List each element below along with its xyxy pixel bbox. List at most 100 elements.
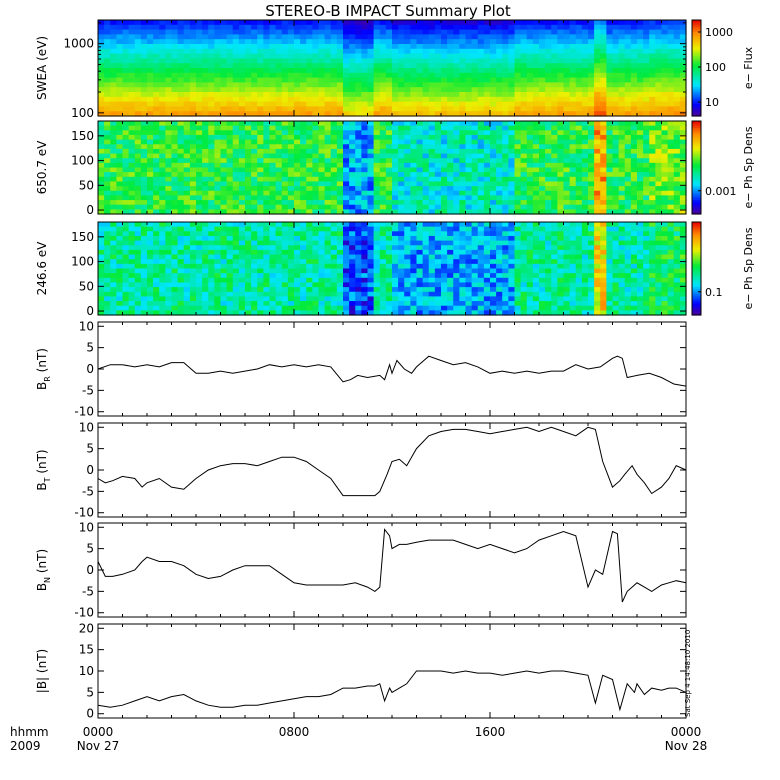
heatmap-cell	[104, 240, 111, 246]
heatmap-cell	[251, 162, 258, 169]
heatmap-cell	[422, 263, 430, 270]
heatmap-cell	[128, 259, 136, 265]
heatmap-cell	[349, 148, 356, 155]
heatmap-cell	[526, 106, 534, 112]
heatmap-cell	[208, 222, 215, 228]
heatmap-cell	[294, 63, 301, 69]
heatmap-cell	[159, 153, 166, 159]
heatmap-cell	[447, 68, 454, 74]
heatmap-cell	[147, 195, 154, 201]
heatmap-cell	[459, 111, 467, 117]
heatmap-cell	[349, 82, 356, 88]
heatmap-cell	[514, 53, 522, 59]
heatmap-cell	[477, 68, 485, 74]
heatmap-cell	[153, 92, 160, 98]
heatmap-cell	[404, 125, 411, 131]
heatmap-cell	[514, 125, 522, 131]
heatmap-cell	[238, 176, 246, 183]
heatmap-cell	[232, 158, 240, 164]
heatmap-cell	[306, 263, 313, 270]
heatmap-cell	[410, 167, 418, 173]
heatmap-cell	[122, 249, 130, 256]
heatmap-cell	[189, 29, 197, 35]
heatmap-cell	[294, 268, 301, 274]
heatmap-cell	[502, 53, 509, 59]
heatmap-cell	[422, 200, 430, 206]
heatmap-cell	[226, 277, 234, 284]
heatmap-cell	[134, 273, 142, 279]
heatmap-cell	[410, 48, 418, 55]
heatmap-cell	[287, 240, 295, 246]
heatmap-cell	[667, 92, 675, 98]
heatmap-cell	[238, 162, 246, 169]
heatmap-cell	[159, 87, 166, 93]
heatmap-cell	[477, 34, 485, 40]
heatmap-cell	[208, 235, 215, 242]
heatmap-cell	[490, 20, 497, 26]
heatmap-cell	[630, 96, 638, 103]
heatmap-cell	[416, 44, 424, 50]
heatmap-cell	[116, 87, 124, 93]
heatmap-cell	[177, 130, 185, 136]
heatmap-cell	[410, 181, 418, 187]
heatmap-cell	[251, 77, 258, 83]
heatmap-cell	[171, 310, 179, 316]
heatmap-cell	[257, 190, 264, 196]
heatmap-cell	[159, 254, 166, 260]
heatmap-cell	[557, 111, 565, 117]
heatmap-cell	[177, 287, 185, 293]
heatmap-cell	[398, 209, 405, 215]
heatmap-cell	[434, 263, 442, 270]
heatmap-cell	[336, 153, 344, 159]
heatmap-cell	[404, 249, 411, 256]
heatmap-cell	[392, 268, 399, 274]
heatmap-cell	[318, 111, 326, 117]
heatmap-cell	[275, 263, 283, 270]
heatmap-3	[98, 222, 687, 316]
heatmap-cell	[140, 125, 148, 131]
heatmap-cell	[594, 139, 601, 145]
heatmap-cell	[98, 254, 105, 260]
heatmap-cell	[422, 277, 430, 284]
heatmap-cell	[618, 186, 626, 192]
heatmap-cell	[153, 301, 160, 307]
heatmap-cell	[134, 87, 142, 93]
heatmap-cell	[312, 282, 320, 288]
heatmap-cell	[98, 268, 105, 274]
heatmap-cell	[557, 39, 565, 45]
heatmap-cell	[110, 235, 117, 242]
heatmap-cell	[159, 58, 166, 64]
heatmap-cell	[575, 24, 583, 31]
heatmap-cell	[428, 291, 436, 297]
heatmap-cell	[147, 82, 154, 88]
heatmap-cell	[404, 58, 411, 64]
heatmap-cell	[471, 158, 479, 164]
heatmap-cell	[581, 186, 589, 192]
heatmap-cell	[514, 101, 522, 107]
heatmap-cell	[257, 53, 264, 59]
heatmap-cell	[428, 249, 436, 256]
heatmap-cell	[122, 204, 130, 210]
heatmap-cell	[551, 29, 558, 35]
heatmap-cell	[483, 77, 491, 83]
heatmap-cell	[630, 125, 638, 131]
heatmap-cell	[606, 82, 614, 88]
heatmap-cell	[655, 176, 663, 183]
heatmap-cell	[588, 148, 595, 155]
heatmap-cell	[373, 44, 381, 50]
heatmap-cell	[238, 121, 246, 127]
heatmap-cell	[251, 222, 258, 228]
heatmap-cell	[459, 125, 467, 131]
heatmap-cell	[434, 20, 442, 26]
heatmap-cell	[643, 176, 650, 183]
heatmap-cell	[392, 53, 399, 59]
heatmap-cell	[208, 72, 215, 79]
heatmap-cell	[183, 77, 191, 83]
heatmap-cell	[330, 44, 338, 50]
heatmap-cell	[379, 68, 387, 74]
heatmap-cell	[539, 190, 546, 196]
heatmap-cell	[269, 301, 277, 307]
heatmap-cell	[385, 139, 393, 145]
heatmap-cell	[453, 77, 460, 83]
heatmap-cell	[128, 24, 136, 31]
